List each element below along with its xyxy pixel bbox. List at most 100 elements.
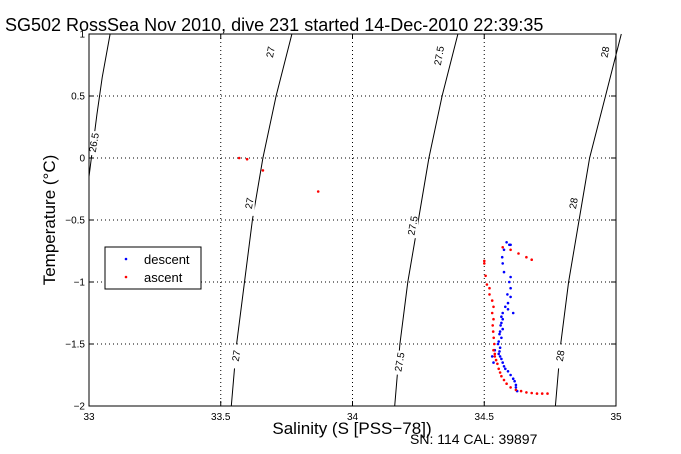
ascent-point — [519, 389, 523, 393]
descent-point — [502, 365, 506, 368]
descent-point — [514, 383, 518, 387]
isopycnal-28 — [554, 33, 622, 407]
isopycnal-label-bg — [408, 214, 419, 239]
isopycnal-labels: 26.5 27 27 27 27.5 27.5 27.5 28 28 28 — [88, 40, 613, 375]
descent-point — [509, 243, 512, 247]
descent-point — [498, 330, 502, 333]
descent-point — [506, 370, 510, 373]
x-tick-label: 34.5 — [475, 412, 495, 423]
isopycnal-label: 27 — [231, 349, 244, 362]
descent-point — [496, 342, 500, 346]
legend-ascent-label: ascent — [144, 270, 183, 285]
ascent-point — [490, 299, 494, 302]
x-tick-label: 35 — [610, 412, 622, 423]
isopycnal-27.5 — [394, 33, 459, 407]
descent-point — [504, 367, 507, 371]
ascent-point — [492, 348, 495, 352]
ascent-point — [530, 391, 533, 395]
y-tick-label: −1 — [74, 278, 86, 289]
ascent-point — [493, 352, 497, 356]
descent-point — [509, 275, 512, 279]
descent-point — [500, 315, 503, 319]
ascent-point — [483, 262, 486, 265]
descent-point — [502, 248, 506, 252]
ascent-point — [502, 378, 506, 382]
isopycnal-label-bg — [89, 131, 100, 156]
ascent-point — [484, 274, 487, 278]
x-tick-label: 33 — [83, 412, 95, 423]
ascent-point — [492, 317, 495, 321]
legend-descent-label: descent — [144, 252, 190, 267]
y-tick-label: 0 — [79, 154, 85, 165]
x-axis-label: Salinity (S [PSS−78]) — [272, 419, 431, 438]
descent-point — [504, 305, 507, 309]
descent-point — [498, 346, 502, 350]
descent-point — [514, 386, 518, 389]
isopycnal-label: 27 — [265, 45, 278, 58]
descent-point — [490, 355, 494, 358]
isopycnal-label-bg — [231, 344, 242, 369]
descent-point — [506, 293, 509, 296]
isopycnal-label: 28 — [568, 197, 581, 210]
ascent-point — [517, 252, 520, 255]
ascent-point — [535, 392, 539, 395]
y-axis-ticks: −2 −1.5 −1 −0.5 0 0.5 1 — [65, 30, 616, 413]
y-axis-label: Temperature (°C) — [40, 155, 59, 286]
ascent-point — [261, 169, 265, 172]
descent-point — [501, 317, 505, 321]
ascent-point — [540, 392, 544, 395]
descent-point — [497, 352, 501, 356]
descent-point — [502, 270, 506, 274]
descent-point — [500, 336, 503, 340]
y-tick-label: −1.5 — [65, 340, 85, 351]
descent-point — [498, 350, 501, 353]
descent-point — [506, 308, 510, 311]
isopycnal-label-bg — [244, 191, 255, 216]
legend: descent ascent — [104, 246, 202, 290]
descent-point — [499, 324, 502, 327]
ascent-point — [525, 391, 528, 394]
ascent-point — [496, 362, 499, 366]
isopycnal-label: 28 — [600, 45, 613, 58]
x-tick-label: 34 — [347, 412, 359, 423]
descent-point — [509, 373, 512, 377]
ascent-point — [488, 286, 491, 290]
ascent-point — [491, 330, 495, 333]
descent-point — [506, 301, 510, 305]
descent-point — [501, 327, 505, 331]
ascent-point — [505, 382, 508, 386]
ascent-point — [525, 255, 528, 259]
ascent-point — [494, 358, 498, 362]
chart-title: SG502 RossSea Nov 2010, dive 231 started… — [5, 15, 543, 35]
descent-point — [501, 311, 505, 315]
descent-point — [509, 286, 512, 290]
isopycnal-label: 27.5 — [393, 351, 407, 373]
ascent-point — [509, 248, 512, 252]
ascent-point — [530, 258, 533, 262]
descent-point — [500, 255, 504, 259]
ascent-point — [485, 283, 489, 286]
descent-point — [501, 361, 505, 364]
isopycnal-label: 26.5 — [88, 132, 102, 154]
descent-point — [511, 311, 515, 315]
ascent-point — [483, 259, 486, 263]
plot-frame — [89, 34, 616, 406]
ascent-point — [497, 367, 501, 371]
descent-point — [492, 361, 495, 364]
descent-point — [501, 262, 505, 265]
isopycnal-label-bg — [600, 40, 611, 65]
isopycnal-label-bg — [555, 344, 566, 369]
ascent-point — [501, 246, 505, 249]
descent-point — [513, 379, 516, 383]
x-tick-label: 33.5 — [211, 412, 231, 423]
descent-point — [500, 357, 503, 361]
ascent-point — [514, 388, 518, 392]
ascent-point — [490, 311, 494, 315]
descent-point — [497, 340, 501, 343]
isopycnal-label-bg — [434, 44, 445, 69]
descent-point — [498, 332, 501, 336]
serial-calibration-footer: SN: 114 CAL: 39897 — [410, 431, 538, 447]
descent-point — [509, 295, 512, 299]
ascent-point — [491, 324, 495, 327]
